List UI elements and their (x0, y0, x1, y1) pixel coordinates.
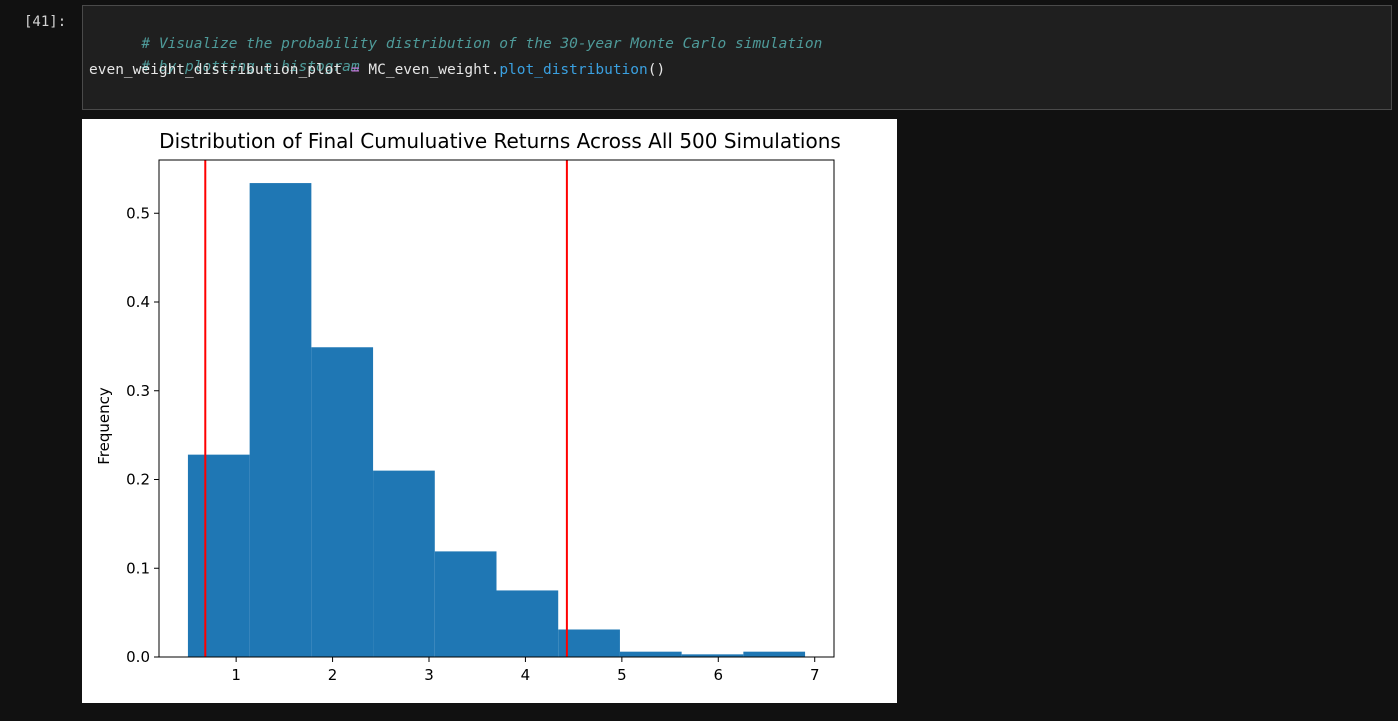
y-tick-label: 0.1 (126, 559, 150, 577)
histogram-bar-8 (619, 651, 682, 657)
code-method: plot_distribution (499, 62, 648, 78)
histogram-bar-6 (496, 590, 559, 657)
chart-title: Distribution of Final Cumuluative Return… (159, 129, 841, 153)
histogram-bar-2 (249, 183, 312, 657)
axis-ticks: 1 2 3 4 5 6 7 0.0 0.1 0.2 0.3 0.4 0.5 (126, 204, 819, 684)
reference-lines (204, 160, 568, 657)
histogram-bar-4 (373, 470, 435, 657)
x-tick-label: 3 (424, 666, 434, 684)
y-axis-label: Frequency (95, 387, 113, 465)
code-cell-editor[interactable]: # Visualize the probability distribution… (82, 5, 1392, 110)
code-line-3: even_weight_distribution_plot = MC_even_… (89, 60, 665, 80)
code-operator: = (350, 62, 360, 78)
y-tick-label: 0.2 (126, 471, 150, 489)
code-comment-1: # Visualize the probability distribution… (141, 36, 823, 52)
y-tick-label: 0.3 (126, 382, 150, 400)
x-tick-label: 1 (231, 666, 241, 684)
y-tick-label: 0.0 (126, 648, 150, 666)
x-tick-label: 2 (328, 666, 338, 684)
y-tick-label: 0.4 (126, 293, 150, 311)
code-comment-2: # by plotting a histogram (141, 59, 360, 75)
cell-output-figure: Distribution of Final Cumuluative Return… (82, 119, 897, 703)
histogram-bar-7 (558, 629, 620, 657)
histogram-bar-1 (187, 454, 250, 657)
plot-frame (158, 159, 835, 658)
x-tick-label: 6 (714, 666, 724, 684)
y-tick-label: 0.5 (126, 204, 150, 222)
code-line-2: # by plotting a histogram (89, 37, 360, 97)
code-call-parens: () (647, 62, 666, 78)
histogram-bar-5 (434, 551, 497, 657)
histogram-bars (187, 183, 806, 657)
code-object: MC_even_weight. (368, 62, 500, 78)
x-tick-label: 4 (521, 666, 531, 684)
x-tick-label: 7 (810, 666, 820, 684)
histogram-bar-3 (311, 347, 374, 657)
histogram-bar-10 (743, 651, 806, 657)
cell-prompt: [41]: (24, 14, 67, 30)
x-tick-label: 5 (617, 666, 627, 684)
code-variable: even_weight_distribution_plot (89, 62, 343, 78)
histogram-bar-9 (681, 654, 744, 657)
code-line-1: # Visualize the probability distribution… (89, 14, 822, 74)
histogram-chart: Distribution of Final Cumuluative Return… (95, 129, 841, 684)
